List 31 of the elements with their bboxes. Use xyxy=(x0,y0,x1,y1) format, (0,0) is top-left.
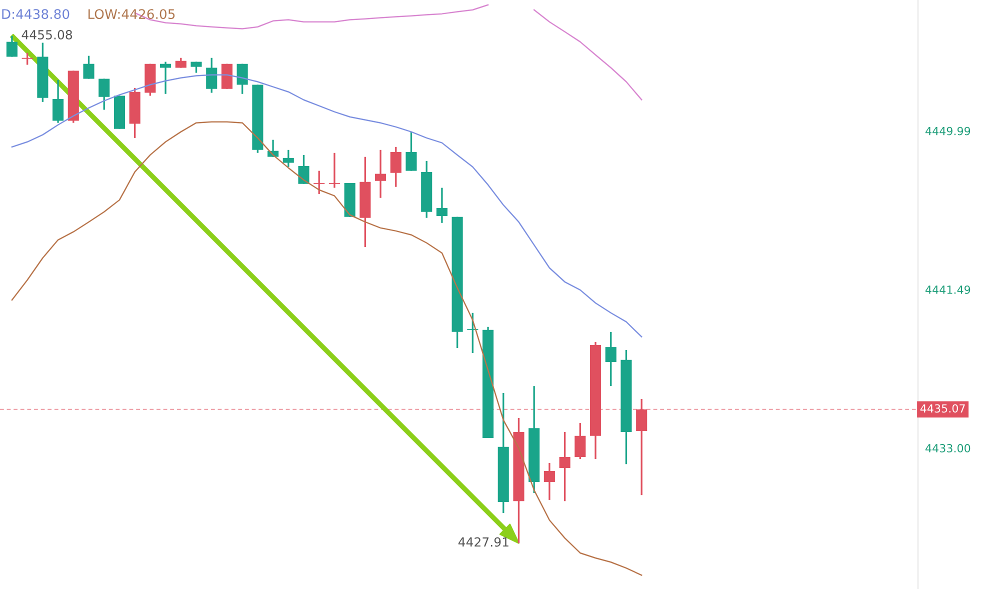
annotation: 4427.91 xyxy=(458,537,508,547)
candlestick xyxy=(298,154,310,185)
ref-line-label: 4435.07 xyxy=(920,404,965,413)
candlestick xyxy=(83,54,94,80)
candlestick xyxy=(52,79,64,124)
candlestick xyxy=(574,422,586,460)
annotation: D:4438.80 xyxy=(2,9,70,20)
candlestick xyxy=(390,146,402,188)
candlestick xyxy=(375,149,386,199)
y-tick-label: 4449.99 xyxy=(925,126,970,136)
candlestick xyxy=(98,78,110,111)
candlestick xyxy=(328,152,340,189)
candlestick xyxy=(160,60,172,95)
line-series xyxy=(11,121,642,576)
candlestick xyxy=(6,35,18,58)
candlestick xyxy=(636,398,648,496)
candlestick xyxy=(605,331,616,387)
candlestick xyxy=(22,52,33,66)
candlestick xyxy=(314,170,325,195)
candlestick xyxy=(559,431,570,502)
y-tick-label: 4433.00 xyxy=(925,444,970,452)
candlestick xyxy=(175,57,186,69)
candlestick xyxy=(467,312,478,354)
candlestick xyxy=(406,130,417,172)
candlestick xyxy=(236,63,248,95)
y-tick-label: 4441.49 xyxy=(925,286,970,294)
candlestick xyxy=(282,149,294,168)
candlestick xyxy=(544,462,555,501)
candlestick xyxy=(436,186,448,224)
candlestick xyxy=(206,57,218,94)
annotation: 4455.08 xyxy=(22,30,72,40)
